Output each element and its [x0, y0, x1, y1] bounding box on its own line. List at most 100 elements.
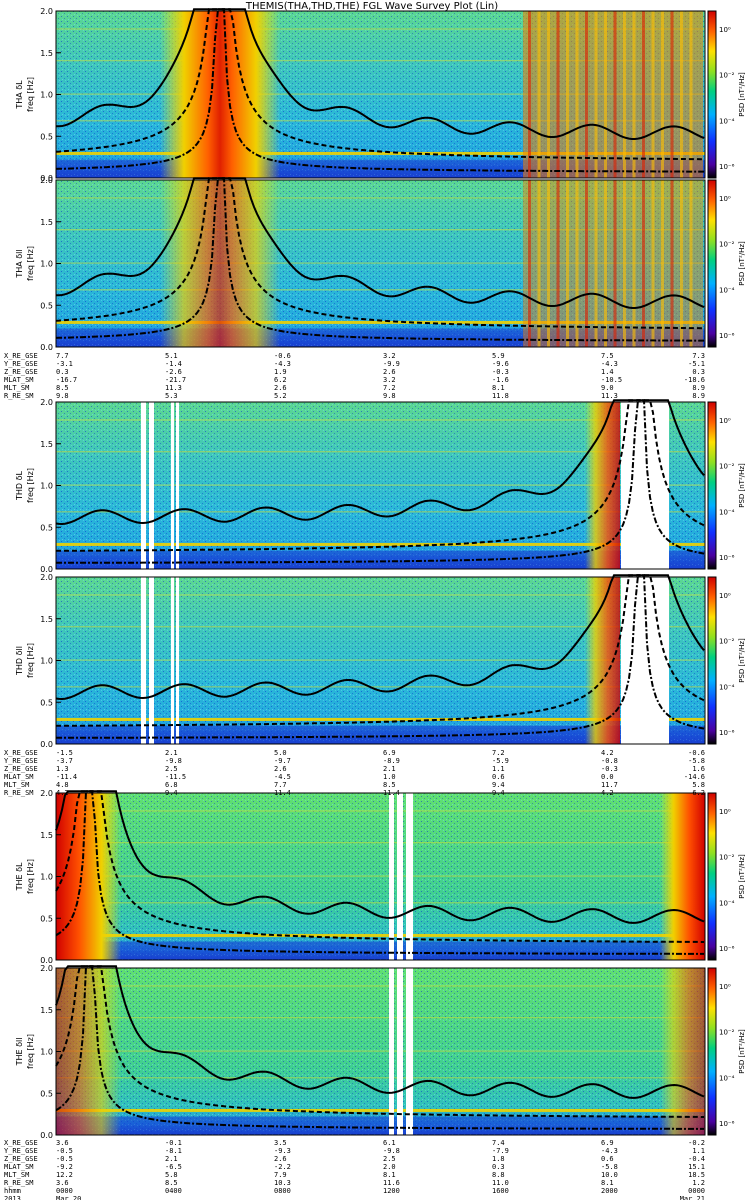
low-frequency-band — [56, 550, 705, 569]
ephemeris-value: -4.3 — [601, 1147, 618, 1155]
ephemeris-value: 2.6 — [274, 1155, 287, 1163]
y-tick-label: 0.5 — [40, 132, 53, 141]
wave-stripe — [604, 180, 607, 347]
ephemeris-value: -11.5 — [165, 773, 186, 781]
wave-stripe — [623, 11, 626, 178]
frequency-curve — [56, 574, 705, 727]
ephemeris-value: 3.5 — [274, 1139, 287, 1147]
ephemeris-value: -9.9 — [383, 360, 400, 368]
frequency-curve — [55, 965, 704, 1130]
ephemeris-value: 3.2 — [383, 376, 396, 384]
ephemeris-value: 10.0 — [601, 1171, 618, 1179]
ephemeris-value: -11.4 — [56, 773, 77, 781]
data-gap — [389, 968, 394, 1135]
ephemeris-value: -4.3 — [601, 360, 618, 368]
harmonic-line — [56, 1077, 705, 1079]
ephemeris-value: 12.2 — [56, 1171, 73, 1179]
ephemeris-value: -2.6 — [165, 368, 182, 376]
low-frequency-band — [56, 941, 705, 960]
y-tick-label: 2.0 — [40, 398, 53, 407]
ephemeris-value: 9.4 — [165, 789, 178, 797]
y-axis-label: freq [Hz] — [26, 246, 35, 281]
ephemeris-value: 8.5 — [56, 384, 69, 392]
wave-stripe — [547, 180, 550, 347]
ephemeris-value: 8.1 — [601, 1179, 614, 1187]
ephemeris-value: 7.9 — [274, 1171, 287, 1179]
y-tick-label: 0.5 — [40, 301, 53, 310]
ephemeris-row-label: MLAT_SM — [4, 773, 34, 781]
frequency-curve — [55, 177, 704, 330]
ephemeris-value: 5.8 — [165, 1171, 178, 1179]
ephemeris-value: 7.2 — [383, 384, 396, 392]
y-tick-label: 0.0 — [40, 956, 53, 965]
ephemeris-row-label: X_RE_GSE — [4, 352, 38, 360]
ephemeris-value: 1.1 — [692, 1147, 705, 1155]
ephemeris-row-label: X_RE_GSE — [4, 749, 38, 757]
colorbar-tick-label: 10⁻⁴ — [719, 286, 735, 294]
ephemeris-value: 6.1 — [383, 1139, 396, 1147]
ephemeris-value: -0.4 — [688, 1155, 705, 1163]
ephemeris-value: -6.5 — [165, 1163, 182, 1171]
colorbar — [707, 10, 717, 179]
colorbar-tick-label: 10⁻⁶ — [719, 945, 735, 953]
colorbar-tick-label: 10⁻⁴ — [719, 1074, 735, 1082]
harmonic-line — [56, 659, 705, 661]
spectrogram-panel: 0.0 0.5 1.0 1.5 2.0 THD δll freq [Hz] 10⁰ 10⁻² 10… — [15, 573, 746, 749]
ephemeris-value: 0.3 — [692, 368, 705, 376]
harmonic-line — [56, 594, 705, 596]
frequency-curve — [55, 177, 704, 342]
colorbar-tick-label: 10⁻⁶ — [719, 332, 735, 340]
y-tick-label: 1.5 — [40, 831, 53, 840]
y-tick-label: 1.0 — [40, 873, 53, 882]
y-tick-label: 0.5 — [40, 1089, 53, 1098]
frequency-curve — [55, 790, 705, 924]
y-tick-label: 0.5 — [40, 523, 53, 532]
harmonic-line — [56, 985, 705, 987]
ephemeris-value: -5.9 — [492, 757, 509, 765]
harmonic-line — [56, 229, 705, 231]
data-gap — [397, 793, 403, 960]
ephemeris-value: 6.2 — [274, 376, 287, 384]
panel-label: THE δL — [15, 862, 24, 891]
wave-stripe — [575, 180, 579, 347]
wave-stripe — [632, 11, 636, 178]
harmonic-line — [56, 902, 705, 904]
colorbar-tick-label: 10⁻⁴ — [719, 683, 735, 691]
wave-stripe — [585, 180, 588, 347]
date-label: Mar 20 — [56, 1195, 81, 1200]
ephemeris-value: 5.9 — [492, 352, 505, 360]
ephemeris-value: -9.2 — [56, 1163, 73, 1171]
ephemeris-value: 7.3 — [692, 352, 705, 360]
colorbar-label: PSD [nT²/Hz] — [738, 1029, 746, 1074]
time-tick-label: 0400 — [165, 1187, 182, 1195]
wave-stripe — [594, 180, 598, 347]
y-tick-label: 0.0 — [40, 740, 53, 749]
ephemeris-value: 0.6 — [492, 773, 505, 781]
data-gap — [389, 793, 394, 960]
harmonic-line — [56, 542, 705, 546]
ephemeris-value: -5.1 — [688, 360, 705, 368]
panel-label: THD δL — [15, 470, 24, 501]
colorbar-label: PSD [nT²/Hz] — [738, 854, 746, 899]
ephemeris-row-label: Y_RE_GSE — [4, 757, 38, 765]
chart-title: THEMIS(THA,THD,THE) FGL Wave Survey Plot… — [245, 1, 498, 12]
ephemeris-value: 11.6 — [383, 1179, 400, 1187]
wave-burst — [56, 968, 121, 1135]
ephemeris-value: 9.4 — [492, 781, 505, 789]
ephemeris-value: 5.0 — [274, 749, 287, 757]
ephemeris-value: 11.7 — [601, 781, 618, 789]
data-gap — [406, 793, 413, 960]
colorbar-tick-label: 10⁰ — [719, 592, 731, 600]
wave-stripe — [613, 11, 617, 178]
ephemeris-value: 2.6 — [274, 384, 287, 392]
data-gap — [171, 577, 174, 744]
harmonic-line — [56, 933, 705, 937]
colorbar-tick-label: 10⁻² — [719, 72, 735, 80]
harmonic-line — [56, 810, 705, 812]
panel-label: THD δll — [15, 646, 24, 676]
frequency-curve — [56, 574, 705, 739]
data-gap — [141, 577, 146, 744]
ephemeris-value: 8.5 — [165, 1179, 178, 1187]
colorbar-tick-label: 10⁻⁶ — [719, 729, 735, 737]
ephemeris-value: 11.3 — [601, 392, 618, 400]
